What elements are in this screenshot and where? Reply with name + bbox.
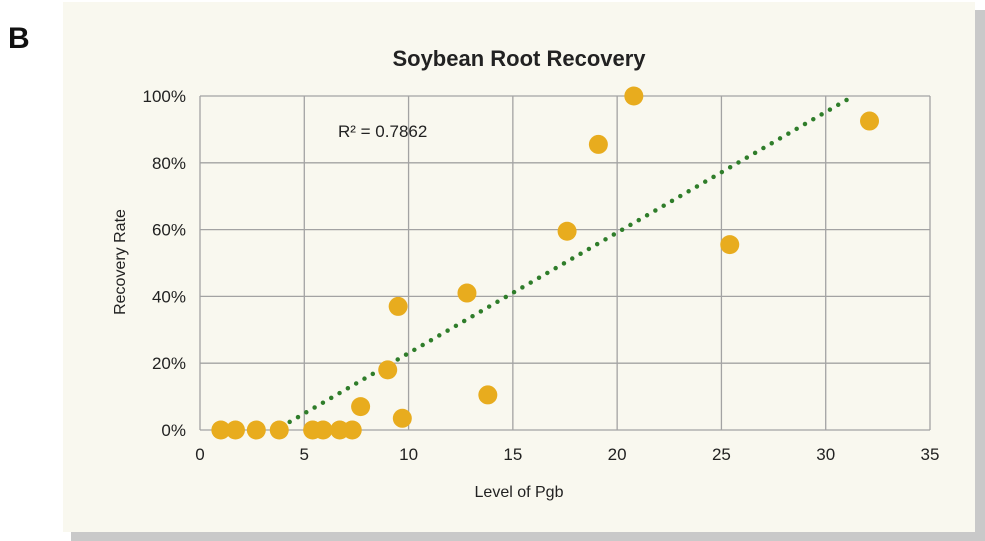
- trendline-path: [287, 94, 856, 425]
- y-tick-label: 0%: [161, 421, 186, 440]
- chart-title: Soybean Root Recovery: [392, 46, 646, 71]
- x-tick-label: 30: [816, 445, 835, 464]
- y-tick-label: 40%: [152, 287, 186, 306]
- x-tick-label: 10: [399, 445, 418, 464]
- y-tick-label: 20%: [152, 354, 186, 373]
- y-tick-label: 100%: [143, 87, 186, 106]
- x-tick-label: 15: [503, 445, 522, 464]
- x-tick-label: 0: [195, 445, 204, 464]
- data-point: [478, 385, 498, 405]
- x-tick-label: 5: [300, 445, 309, 464]
- data-point: [624, 86, 644, 106]
- x-tick-label: 20: [608, 445, 627, 464]
- data-point: [351, 397, 371, 417]
- data-point: [225, 420, 245, 440]
- data-point: [392, 408, 412, 428]
- data-point: [269, 420, 289, 440]
- data-points: [211, 86, 880, 440]
- data-point: [388, 296, 408, 316]
- data-point: [378, 360, 398, 380]
- data-point: [557, 221, 577, 241]
- data-point: [211, 420, 231, 440]
- data-point: [588, 134, 608, 154]
- data-point: [313, 420, 333, 440]
- data-point: [342, 420, 362, 440]
- panel-label: B: [8, 22, 30, 55]
- r2-annotation: R² = 0.7862: [338, 122, 427, 141]
- data-point: [860, 111, 880, 131]
- y-axis-label: Recovery Rate: [112, 209, 129, 315]
- data-point: [457, 283, 477, 303]
- y-tick-label: 80%: [152, 154, 186, 173]
- x-axis-label: Level of Pgb: [475, 484, 564, 501]
- trendline: [287, 94, 856, 425]
- data-point: [246, 420, 266, 440]
- x-tick-label: 25: [712, 445, 731, 464]
- y-tick-label: 60%: [152, 221, 186, 240]
- x-tick-label: 35: [921, 445, 940, 464]
- data-point: [720, 235, 740, 255]
- chart-panel: [63, 2, 975, 532]
- tick-labels: 0 5 10 15 20 25 30 35 0% 20% 40% 60% 80% 100%: [143, 87, 940, 464]
